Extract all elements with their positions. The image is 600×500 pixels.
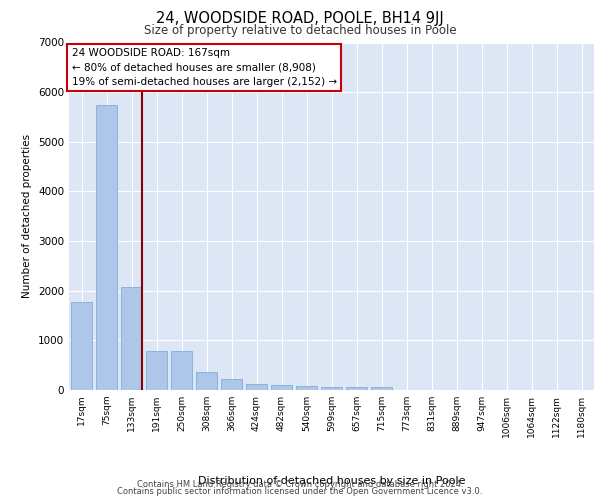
Bar [71, 302, 92, 390]
Bar [246, 384, 267, 390]
Bar [121, 286, 142, 390]
Bar [96, 104, 117, 390]
Text: 24, WOODSIDE ROAD, POOLE, BH14 9JJ: 24, WOODSIDE ROAD, POOLE, BH14 9JJ [156, 11, 444, 26]
Bar [196, 372, 217, 390]
Bar [271, 384, 292, 390]
Y-axis label: Number of detached properties: Number of detached properties [22, 134, 32, 298]
Text: Contains public sector information licensed under the Open Government Licence v3: Contains public sector information licen… [118, 487, 482, 496]
Text: Size of property relative to detached houses in Poole: Size of property relative to detached ho… [143, 24, 457, 37]
Text: 24 WOODSIDE ROAD: 167sqm
← 80% of detached houses are smaller (8,908)
19% of sem: 24 WOODSIDE ROAD: 167sqm ← 80% of detach… [71, 48, 337, 86]
Text: Contains HM Land Registry data © Crown copyright and database right 2024.: Contains HM Land Registry data © Crown c… [137, 480, 463, 489]
Bar [171, 351, 192, 390]
Bar [371, 387, 392, 390]
Bar [296, 386, 317, 390]
Bar [221, 379, 242, 390]
X-axis label: Distribution of detached houses by size in Poole: Distribution of detached houses by size … [198, 476, 465, 486]
Bar [321, 386, 342, 390]
Bar [146, 351, 167, 390]
Bar [346, 387, 367, 390]
